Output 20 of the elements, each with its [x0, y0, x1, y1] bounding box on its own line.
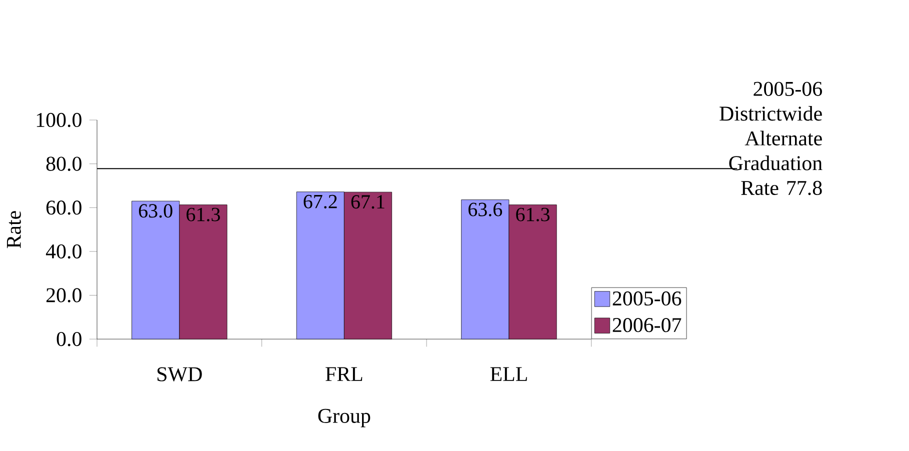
y-tick-label: 60.0	[46, 200, 82, 215]
y-tick-label: 80.0	[46, 156, 82, 171]
data-label: 63.6	[468, 202, 502, 216]
x-tick-label: FRL	[326, 366, 362, 381]
data-label: 61.3	[186, 208, 220, 222]
y-tick-label: 100.0	[36, 112, 82, 127]
y-tick-label: 20.0	[46, 288, 82, 302]
data-label: 61.3	[516, 208, 550, 222]
data-label: 67.1	[351, 194, 384, 208]
x-tick-label: SWD	[158, 366, 202, 382]
legend-label: 2006-07	[612, 318, 682, 332]
legend-label: 2005-06	[612, 291, 682, 306]
x-tick-label: ELL	[490, 366, 527, 381]
y-axis-title: Rate	[6, 210, 21, 248]
x-axis-title: Group	[318, 408, 370, 427]
y-tick-label: 0.0	[56, 332, 82, 346]
ref-line-label: 2005-06 Districtwide Alternate Graduation Rate 77.8	[720, 82, 822, 195]
data-label: 63.0	[138, 204, 172, 218]
y-tick-label: 40.0	[46, 244, 82, 258]
data-label: 67.2	[304, 194, 337, 208]
